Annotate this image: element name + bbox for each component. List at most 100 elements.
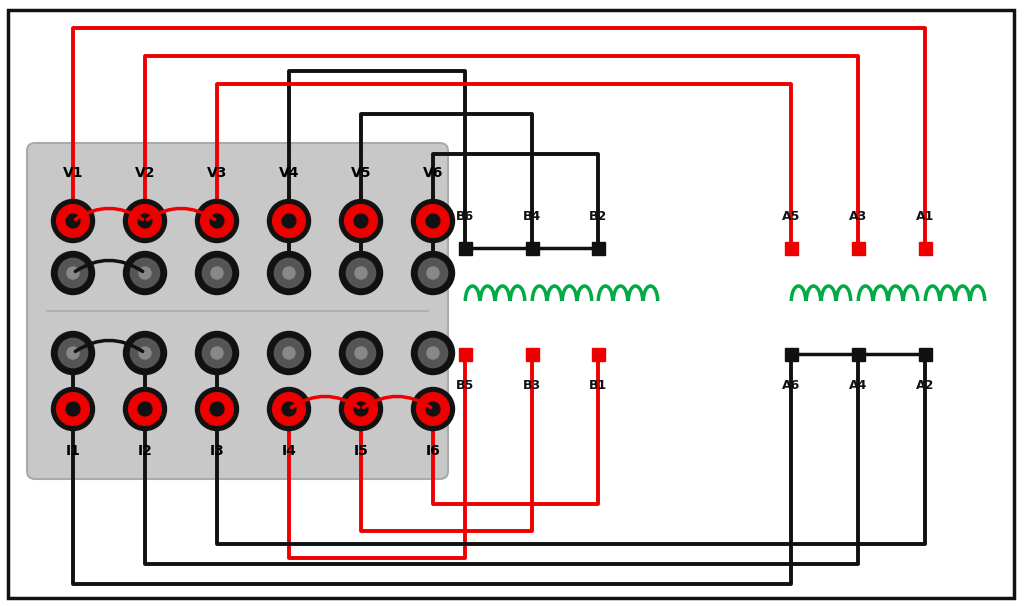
Circle shape: [355, 267, 367, 279]
Circle shape: [67, 267, 79, 279]
Circle shape: [272, 393, 305, 425]
Circle shape: [210, 214, 224, 228]
Circle shape: [283, 347, 295, 359]
Circle shape: [58, 338, 88, 368]
Text: A6: A6: [782, 379, 800, 392]
Circle shape: [283, 402, 296, 416]
Circle shape: [283, 214, 296, 228]
Bar: [525, 347, 539, 361]
Text: A2: A2: [915, 379, 934, 392]
Circle shape: [412, 387, 455, 430]
Circle shape: [346, 338, 376, 368]
Circle shape: [355, 347, 367, 359]
Bar: [852, 242, 864, 255]
Text: B1: B1: [589, 379, 607, 392]
Circle shape: [267, 387, 310, 430]
Circle shape: [201, 205, 233, 238]
Bar: [525, 242, 539, 255]
Circle shape: [354, 402, 368, 416]
Circle shape: [130, 258, 160, 288]
Circle shape: [412, 331, 455, 375]
Circle shape: [203, 338, 231, 368]
Circle shape: [129, 393, 162, 425]
Circle shape: [419, 258, 447, 288]
Text: I6: I6: [426, 444, 440, 458]
Text: V6: V6: [423, 166, 443, 180]
Bar: [784, 242, 798, 255]
Bar: [592, 347, 604, 361]
Circle shape: [267, 199, 310, 242]
Text: I3: I3: [210, 444, 224, 458]
Circle shape: [51, 387, 94, 430]
Text: A4: A4: [849, 379, 867, 392]
Circle shape: [211, 347, 223, 359]
Circle shape: [274, 258, 304, 288]
Text: A1: A1: [915, 210, 934, 223]
Circle shape: [129, 205, 162, 238]
Circle shape: [427, 267, 439, 279]
Circle shape: [51, 331, 94, 375]
Circle shape: [283, 267, 295, 279]
Text: V1: V1: [62, 166, 83, 180]
Circle shape: [340, 199, 383, 242]
Text: B2: B2: [589, 210, 607, 223]
Circle shape: [201, 393, 233, 425]
Circle shape: [354, 214, 368, 228]
Circle shape: [427, 347, 439, 359]
Bar: [919, 242, 932, 255]
Circle shape: [58, 258, 88, 288]
Bar: [592, 242, 604, 255]
Circle shape: [124, 199, 167, 242]
Text: B4: B4: [523, 210, 541, 223]
Circle shape: [274, 338, 304, 368]
Circle shape: [67, 214, 80, 228]
Circle shape: [203, 258, 231, 288]
Text: V3: V3: [207, 166, 227, 180]
Bar: [459, 347, 471, 361]
Circle shape: [138, 402, 152, 416]
Circle shape: [124, 251, 167, 295]
Circle shape: [56, 393, 89, 425]
Bar: [784, 347, 798, 361]
Circle shape: [426, 214, 440, 228]
Text: A5: A5: [781, 210, 800, 223]
Text: V5: V5: [351, 166, 372, 180]
Circle shape: [412, 199, 455, 242]
Text: B6: B6: [456, 210, 474, 223]
Circle shape: [139, 347, 151, 359]
Circle shape: [196, 387, 239, 430]
Circle shape: [196, 331, 239, 375]
Circle shape: [210, 402, 224, 416]
Text: A3: A3: [849, 210, 867, 223]
Circle shape: [346, 258, 376, 288]
Circle shape: [340, 251, 383, 295]
Circle shape: [196, 199, 239, 242]
Text: V4: V4: [279, 166, 299, 180]
Circle shape: [124, 387, 167, 430]
Circle shape: [51, 251, 94, 295]
Circle shape: [138, 214, 152, 228]
Circle shape: [417, 393, 450, 425]
Circle shape: [67, 402, 80, 416]
Circle shape: [211, 267, 223, 279]
Circle shape: [139, 267, 151, 279]
Circle shape: [345, 393, 377, 425]
Circle shape: [412, 251, 455, 295]
Circle shape: [340, 331, 383, 375]
Circle shape: [51, 199, 94, 242]
Circle shape: [267, 331, 310, 375]
Text: V2: V2: [135, 166, 156, 180]
Circle shape: [426, 402, 440, 416]
Circle shape: [56, 205, 89, 238]
Bar: [459, 242, 471, 255]
Text: I2: I2: [137, 444, 153, 458]
Circle shape: [345, 205, 377, 238]
Text: I1: I1: [66, 444, 81, 458]
Text: B5: B5: [456, 379, 474, 392]
Text: B3: B3: [523, 379, 541, 392]
Circle shape: [124, 331, 167, 375]
Circle shape: [196, 251, 239, 295]
Circle shape: [130, 338, 160, 368]
Circle shape: [417, 205, 450, 238]
Bar: [852, 347, 864, 361]
